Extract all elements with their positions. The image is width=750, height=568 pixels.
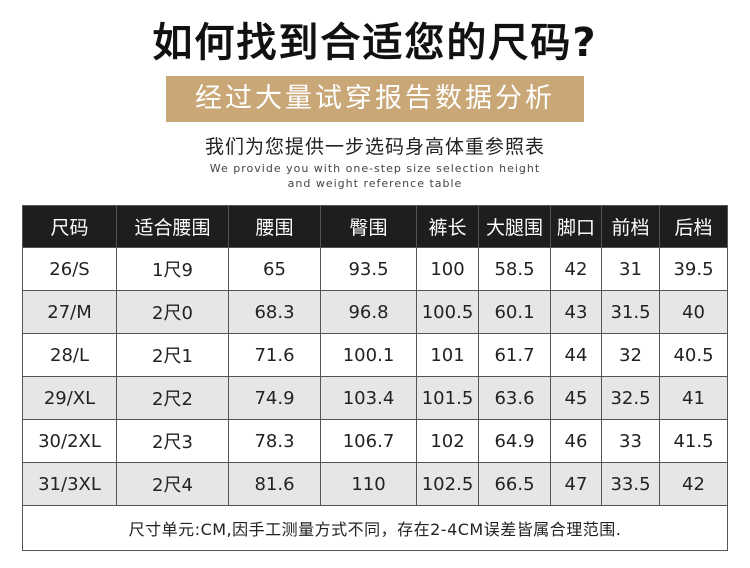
table-cell: 2尺0 [116, 290, 229, 334]
analysis-banner: 经过大量试穿报告数据分析 [166, 76, 584, 122]
table-cell: 96.8 [320, 290, 417, 334]
table-cell: 32 [601, 333, 660, 377]
table-cell: 31.5 [601, 290, 660, 334]
table-row: 29/XL 2尺2 74.9 103.4 101.5 63.6 45 32.5 … [22, 376, 728, 420]
table-cell: 30/2XL [22, 419, 117, 463]
table-cell: 63.6 [478, 376, 551, 420]
table-cell: 45 [550, 376, 602, 420]
table-cell: 2尺3 [116, 419, 229, 463]
table-cell: 58.5 [478, 247, 551, 291]
table-cell: 100 [416, 247, 479, 291]
table-cell: 29/XL [22, 376, 117, 420]
measurement-note: 尺寸单元:CM,因手工测量方式不同，存在2-4CM误差皆属合理范围. [22, 505, 728, 551]
header-size: 尺码 [22, 205, 117, 248]
table-cell: 2尺4 [116, 462, 229, 506]
table-cell: 46 [550, 419, 602, 463]
table-cell: 65 [228, 247, 321, 291]
table-cell: 28/L [22, 333, 117, 377]
table-cell: 100.5 [416, 290, 479, 334]
table-cell: 43 [550, 290, 602, 334]
table-header-row: 尺码 适合腰围 腰围 臀围 裤长 大腿围 脚口 前档 后档 [22, 205, 728, 248]
table-cell: 103.4 [320, 376, 417, 420]
table-cell: 101.5 [416, 376, 479, 420]
header-hip: 臀围 [320, 205, 417, 248]
note-row: 尺寸单元:CM,因手工测量方式不同，存在2-4CM误差皆属合理范围. [22, 505, 728, 551]
header-front-rise: 前档 [601, 205, 660, 248]
subtitle-chinese: 我们为您提供一步选码身高体重参照表 [204, 136, 545, 158]
table-row: 31/3XL 2尺4 81.6 110 102.5 66.5 47 33.5 4… [22, 462, 728, 506]
page-title: 如何找到合适您的尺码? [152, 20, 598, 66]
table-cell: 40 [659, 290, 728, 334]
table-cell: 27/M [22, 290, 117, 334]
table-row: 26/S 1尺9 65 93.5 100 58.5 42 31 39.5 [22, 247, 728, 291]
table-cell: 78.3 [228, 419, 321, 463]
header-length: 裤长 [416, 205, 479, 248]
table-row: 30/2XL 2尺3 78.3 106.7 102 64.9 46 33 41.… [22, 419, 728, 463]
header-fit-waist: 适合腰围 [116, 205, 229, 248]
table-cell: 74.9 [228, 376, 321, 420]
table-cell: 93.5 [320, 247, 417, 291]
table-cell: 102 [416, 419, 479, 463]
table-cell: 1尺9 [116, 247, 229, 291]
header-waist: 腰围 [228, 205, 321, 248]
table-cell: 101 [416, 333, 479, 377]
table-cell: 106.7 [320, 419, 417, 463]
table-cell: 33 [601, 419, 660, 463]
size-chart-table: 尺码 适合腰围 腰围 臀围 裤长 大腿围 脚口 前档 后档 26/S 1尺9 6… [22, 205, 728, 551]
header-leg-opening: 脚口 [550, 205, 602, 248]
table-cell: 40.5 [659, 333, 728, 377]
table-cell: 68.3 [228, 290, 321, 334]
table-cell: 71.6 [228, 333, 321, 377]
table-cell: 32.5 [601, 376, 660, 420]
table-cell: 47 [550, 462, 602, 506]
table-cell: 66.5 [478, 462, 551, 506]
table-cell: 41 [659, 376, 728, 420]
table-cell: 31/3XL [22, 462, 117, 506]
table-cell: 2尺1 [116, 333, 229, 377]
table-cell: 100.1 [320, 333, 417, 377]
table-row: 28/L 2尺1 71.6 100.1 101 61.7 44 32 40.5 [22, 333, 728, 377]
table-cell: 61.7 [478, 333, 551, 377]
table-cell: 41.5 [659, 419, 728, 463]
table-cell: 42 [550, 247, 602, 291]
table-cell: 110 [320, 462, 417, 506]
header-thigh: 大腿围 [478, 205, 551, 248]
table-row: 27/M 2尺0 68.3 96.8 100.5 60.1 43 31.5 40 [22, 290, 728, 334]
table-cell: 60.1 [478, 290, 551, 334]
table-cell: 102.5 [416, 462, 479, 506]
table-cell: 33.5 [601, 462, 660, 506]
table-cell: 31 [601, 247, 660, 291]
table-cell: 44 [550, 333, 602, 377]
table-cell: 42 [659, 462, 728, 506]
header-back-rise: 后档 [659, 205, 728, 248]
subtitle-english-line-2: and weight reference table [287, 177, 463, 190]
table-cell: 26/S [22, 247, 117, 291]
subtitle-english: We provide you with one-step size select… [0, 161, 750, 191]
table-cell: 39.5 [659, 247, 728, 291]
table-cell: 2尺2 [116, 376, 229, 420]
table-cell: 64.9 [478, 419, 551, 463]
table-cell: 81.6 [228, 462, 321, 506]
subtitle-english-line-1: We provide you with one-step size select… [209, 162, 541, 175]
